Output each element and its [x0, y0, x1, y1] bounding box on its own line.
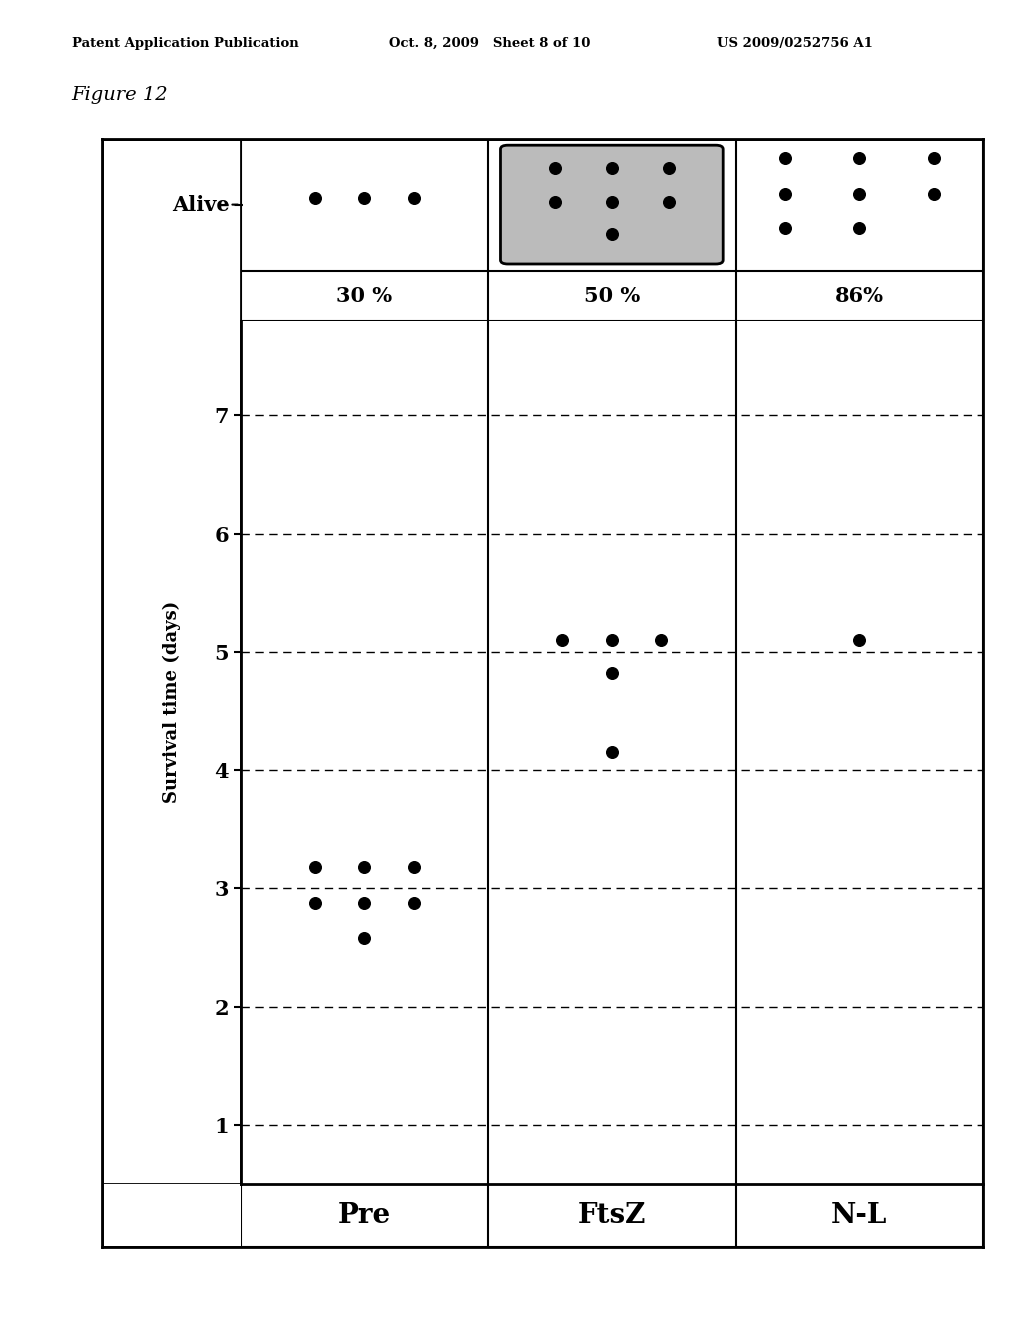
Text: 86%: 86%: [835, 285, 884, 306]
Text: US 2009/0252756 A1: US 2009/0252756 A1: [717, 37, 872, 50]
Text: Figure 12: Figure 12: [72, 86, 168, 104]
Point: [926, 183, 942, 205]
Point: [603, 223, 620, 244]
Point: [851, 630, 867, 651]
Point: [603, 663, 620, 684]
Point: [851, 148, 867, 169]
Point: [851, 218, 867, 239]
Point: [603, 191, 620, 213]
Point: [603, 630, 620, 651]
Point: [356, 892, 373, 913]
Point: [356, 187, 373, 209]
Point: [356, 857, 373, 878]
Point: [547, 191, 563, 213]
Point: [603, 157, 620, 178]
Point: [653, 630, 670, 651]
Point: [777, 183, 794, 205]
Point: [851, 183, 867, 205]
Text: Oct. 8, 2009   Sheet 8 of 10: Oct. 8, 2009 Sheet 8 of 10: [389, 37, 591, 50]
Text: Survival time (days): Survival time (days): [163, 601, 180, 804]
Point: [356, 928, 373, 949]
Point: [777, 218, 794, 239]
Point: [777, 148, 794, 169]
Text: 50 %: 50 %: [584, 285, 640, 306]
Text: N-L: N-L: [831, 1203, 888, 1229]
Point: [406, 187, 422, 209]
Text: FtsZ: FtsZ: [578, 1203, 646, 1229]
Point: [926, 148, 942, 169]
Text: 30 %: 30 %: [336, 285, 392, 306]
Text: Pre: Pre: [338, 1203, 391, 1229]
Point: [406, 857, 422, 878]
Point: [307, 857, 324, 878]
Point: [660, 191, 677, 213]
Point: [406, 892, 422, 913]
FancyBboxPatch shape: [501, 145, 723, 264]
Point: [660, 157, 677, 178]
Point: [554, 630, 570, 651]
Point: [307, 892, 324, 913]
Text: Alive: Alive: [172, 194, 229, 215]
Point: [547, 157, 563, 178]
Point: [307, 187, 324, 209]
Text: Patent Application Publication: Patent Application Publication: [72, 37, 298, 50]
Point: [603, 742, 620, 763]
